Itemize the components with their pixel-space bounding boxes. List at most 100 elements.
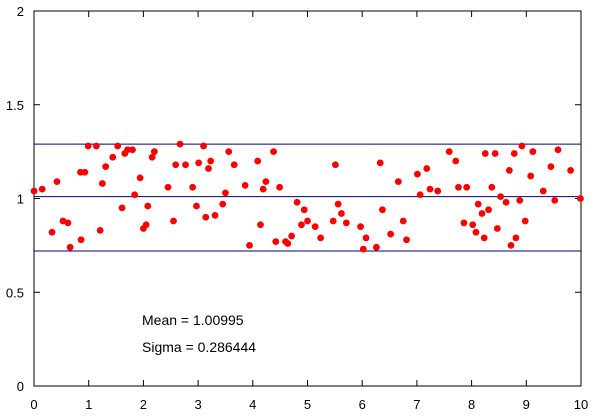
data-point (399, 217, 407, 225)
data-point (529, 148, 537, 156)
data-point (357, 223, 364, 231)
data-point (189, 183, 197, 191)
data-point (502, 198, 510, 206)
data-point (272, 238, 280, 246)
data-point (81, 168, 89, 176)
data-point (225, 148, 233, 156)
data-point (334, 200, 342, 208)
data-point (505, 166, 513, 174)
data-point (176, 140, 184, 148)
data-point (211, 211, 219, 219)
data-point (423, 165, 431, 172)
data-point (195, 159, 203, 167)
data-point (118, 204, 126, 212)
data-point (403, 236, 410, 244)
data-point (96, 226, 104, 234)
axis-ticks (33, 10, 582, 387)
data-point (478, 210, 486, 217)
data-point (359, 245, 367, 253)
x-tick-label: 5 (304, 397, 311, 412)
data-point (200, 142, 207, 150)
data-point (182, 161, 189, 169)
y-tick-label: 0.5 (6, 285, 24, 300)
data-point (230, 161, 238, 169)
data-point (434, 187, 442, 195)
y-tick-label: 1 (17, 192, 24, 207)
data-point (488, 183, 496, 191)
data-point (64, 219, 72, 227)
data-point (205, 165, 212, 172)
data-point (102, 163, 110, 171)
data-point (144, 202, 152, 210)
data-point (276, 183, 284, 191)
data-point (207, 157, 215, 165)
data-point (317, 234, 325, 242)
data-point (445, 148, 453, 156)
x-tick-label: 6 (359, 397, 366, 412)
data-point (77, 236, 85, 244)
data-point (98, 180, 106, 187)
data-point (554, 146, 562, 154)
data-point (254, 157, 262, 165)
data-point (362, 234, 370, 242)
data-point (148, 153, 156, 161)
x-tick-label: 8 (468, 397, 475, 412)
x-tick-label: 4 (249, 397, 256, 412)
data-point (373, 243, 380, 251)
data-point (539, 187, 547, 195)
x-tick-label: 3 (194, 397, 201, 412)
data-point (124, 146, 131, 154)
data-point (510, 150, 518, 157)
data-point (452, 157, 460, 165)
data-point (497, 193, 504, 201)
x-tick-label: 7 (413, 397, 420, 412)
data-points (30, 140, 584, 253)
sigma-annotation: Sigma = 0.286444 (142, 339, 256, 355)
data-point (311, 223, 319, 231)
data-point (38, 185, 46, 193)
data-point (414, 170, 421, 178)
data-point (53, 178, 61, 186)
mean-annotation: Mean = 1.00995 (142, 312, 244, 328)
data-point (293, 198, 301, 206)
data-point (284, 240, 292, 247)
data-point (379, 206, 386, 214)
data-point (219, 200, 227, 208)
data-point (469, 221, 477, 229)
data-point (241, 181, 249, 189)
x-tick-label: 9 (523, 397, 530, 412)
data-point (342, 219, 350, 227)
data-point (426, 185, 434, 193)
reference-lines (34, 143, 581, 252)
data-point (172, 161, 180, 169)
data-point (455, 183, 462, 191)
data-point (262, 178, 270, 186)
data-point (460, 219, 468, 227)
data-point (259, 185, 267, 193)
data-point (304, 217, 311, 225)
data-point (474, 200, 482, 208)
x-tick-label: 10 (574, 397, 588, 412)
data-point (491, 150, 499, 157)
data-point (376, 159, 384, 167)
data-point (131, 191, 139, 199)
data-point (129, 146, 136, 154)
x-tick-label: 1 (85, 397, 92, 412)
data-point (66, 243, 74, 251)
data-point (547, 163, 555, 171)
data-point (507, 241, 515, 249)
data-point (516, 196, 524, 204)
data-point (567, 166, 575, 174)
data-point (551, 196, 559, 204)
data-point (298, 221, 305, 229)
data-point (288, 232, 296, 240)
data-point (521, 217, 529, 225)
data-point (577, 195, 584, 202)
data-point (257, 221, 264, 229)
y-tick-label: 1.5 (6, 98, 24, 113)
data-point (114, 142, 122, 150)
y-tick-label: 0 (17, 379, 24, 394)
data-point (512, 234, 520, 242)
data-point (387, 230, 395, 238)
data-point (150, 148, 158, 156)
